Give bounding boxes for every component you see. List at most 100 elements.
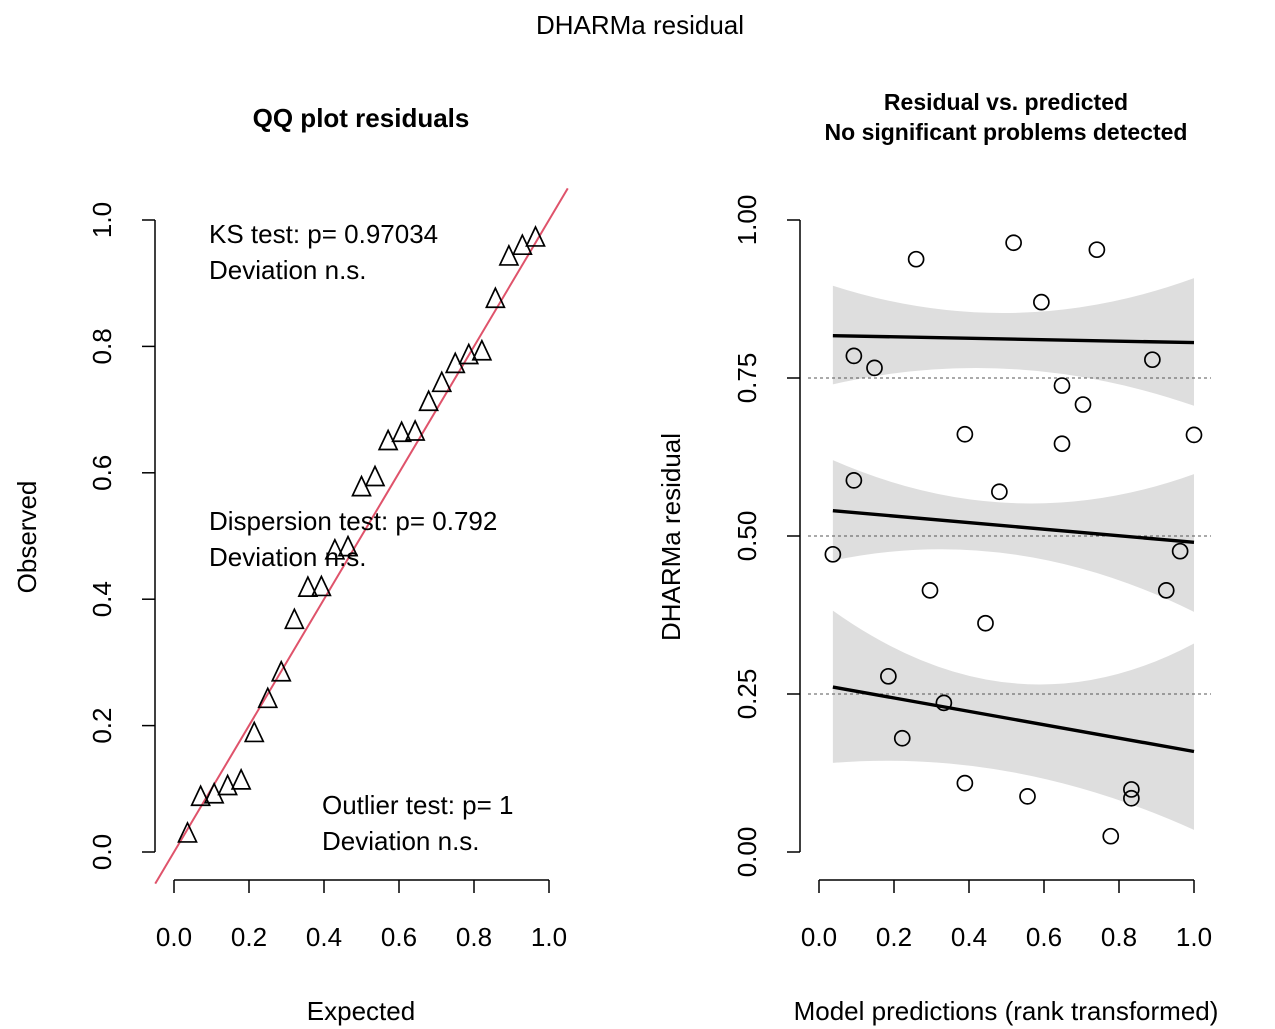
qq-x-tick-label: 0.2 — [231, 922, 267, 952]
residual-point-circle — [1005, 234, 1022, 252]
qq-test-annotation-line2: Deviation n.s. — [322, 826, 480, 856]
qq-y-tick-label: 0.2 — [87, 708, 117, 744]
qq-test-annotations: KS test: p= 0.97034 Deviation n.s. Dispers… — [209, 219, 513, 856]
residual-plot-title-line1: Residual vs. predicted — [884, 89, 1128, 115]
residual-x-axis-label: Model predictions (rank transformed) — [794, 996, 1219, 1026]
residual-point-circle — [893, 729, 911, 747]
qq-test-annotation-line1: Outlier test: p= 1 — [322, 790, 513, 820]
residual-point-circle — [1053, 435, 1071, 453]
qq-point-triangle — [311, 574, 332, 597]
residual-point-circle — [1185, 426, 1203, 444]
residual-points — [824, 234, 1203, 845]
qq-x-tick-label: 0.4 — [306, 922, 342, 952]
qq-point-triangle — [431, 370, 453, 393]
qq-reference-line-path — [154, 187, 569, 885]
residual-plot-title-line2: No significant problems detected — [825, 119, 1188, 145]
residual-axes: 0.0 0.2 0.4 0.6 0.8 1.0 0.00 0.25 0.50 0.75 1.00 — [732, 195, 1212, 952]
residual-point-circle — [1144, 351, 1161, 369]
qq-x-tick-label: 1.0 — [531, 922, 567, 952]
qq-test-annotation-line1: KS test: p= 0.97034 — [209, 219, 438, 249]
qq-point-triangle — [284, 607, 305, 630]
residual-point-circle — [845, 472, 863, 489]
qq-point-triangle — [270, 659, 292, 682]
residual-point-circle — [1088, 241, 1106, 259]
qq-point-triangle — [471, 338, 493, 361]
qq-point-triangle — [512, 233, 533, 256]
residual-y-tick-label: 1.00 — [732, 195, 762, 246]
qq-test-annotation-line1: Dispersion test: p= 0.792 — [209, 506, 497, 536]
residual-y-tick-label: 0.25 — [732, 669, 762, 720]
qq-test-annotation-line2: Deviation n.s. — [209, 542, 367, 572]
qq-y-tick-label: 0.4 — [87, 581, 117, 617]
qq-x-tick-label: 0.6 — [381, 922, 417, 952]
qq-point-triangle — [217, 773, 238, 796]
qq-point-triangle — [404, 418, 426, 441]
qq-points — [177, 224, 546, 843]
residual-point-circle — [1123, 789, 1140, 807]
residual-point-circle — [977, 614, 994, 632]
residual-x-tick-label: 0.8 — [1101, 922, 1137, 952]
residual-x-tick-label: 0.6 — [1026, 922, 1062, 952]
residual-point-circle — [907, 250, 925, 268]
qq-reference-line — [154, 187, 569, 885]
residual-point-circle — [956, 774, 974, 792]
residual-y-tick-label: 0.50 — [732, 511, 762, 562]
residual-point-circle — [880, 667, 897, 685]
quantile-confidence-band — [832, 278, 1194, 406]
residual-point-circle — [1019, 788, 1036, 805]
figure-title: DHARMa residual — [536, 10, 744, 40]
qq-y-tick-label: 1.0 — [87, 202, 117, 238]
residual-y-tick-label: 0.00 — [732, 827, 762, 878]
qq-point-triangle — [324, 537, 346, 560]
qq-point-triangle — [230, 767, 252, 790]
qq-y-axis-label: Observed — [12, 481, 42, 594]
qq-point-triangle — [498, 243, 520, 266]
qq-point-triangle — [177, 820, 198, 843]
qq-point-triangle — [458, 342, 480, 365]
residual-point-circle — [935, 694, 953, 712]
qq-point-triangle — [418, 389, 439, 412]
qq-plot-panel: QQ plot residuals Expected Observed 0.0 0… — [12, 103, 569, 1026]
quantile-fit-line — [832, 509, 1195, 545]
quantile-fit-line — [832, 333, 1195, 345]
qq-x-axis-label: Expected — [307, 996, 415, 1026]
residual-vs-predicted-panel: Residual vs. predicted No significant pr… — [656, 89, 1218, 1026]
qq-point-triangle — [364, 464, 386, 487]
residual-y-axis-label: DHARMa residual — [656, 433, 686, 641]
qq-point-triangle — [377, 428, 399, 451]
residual-point-circle — [1033, 293, 1050, 311]
qq-y-tick-label: 0.6 — [87, 455, 117, 491]
qq-point-triangle — [525, 224, 546, 247]
quantile-fit-line — [832, 685, 1195, 754]
residual-point-circle — [1074, 396, 1092, 413]
residual-point-circle — [845, 347, 863, 365]
residual-point-circle — [1102, 827, 1120, 845]
residual-point-circle — [921, 582, 939, 599]
residual-point-circle — [1053, 377, 1071, 394]
residual-y-tick-label: 0.75 — [732, 353, 762, 404]
qq-point-triangle — [257, 686, 279, 709]
qq-point-triangle — [391, 420, 412, 443]
qq-x-tick-label: 0.8 — [456, 922, 492, 952]
quantile-fit-lines — [832, 333, 1195, 754]
residual-x-tick-label: 1.0 — [1176, 922, 1212, 952]
residual-point-circle — [1157, 582, 1175, 599]
residual-point-circle — [824, 545, 842, 563]
qq-axes: 0.0 0.2 0.4 0.6 0.8 1.0 0.0 0.2 0.4 0.6 0.8 1.0 — [87, 202, 567, 952]
qq-point-triangle — [485, 286, 506, 309]
residual-point-circle — [1171, 542, 1189, 560]
residual-x-tick-label: 0.0 — [801, 922, 837, 952]
residual-x-tick-label: 0.2 — [876, 922, 912, 952]
residual-point-circle — [1123, 781, 1140, 798]
residual-point-circle — [866, 359, 883, 377]
qq-point-triangle — [190, 784, 211, 807]
qq-y-tick-label: 0.0 — [87, 834, 117, 870]
residual-point-circle — [956, 425, 974, 443]
residual-x-tick-label: 0.4 — [951, 922, 987, 952]
residual-point-circle — [991, 483, 1008, 501]
qq-point-triangle — [337, 534, 359, 557]
qq-point-triangle — [243, 720, 265, 743]
qq-point-triangle — [297, 575, 319, 597]
qq-plot-title: QQ plot residuals — [253, 103, 470, 133]
